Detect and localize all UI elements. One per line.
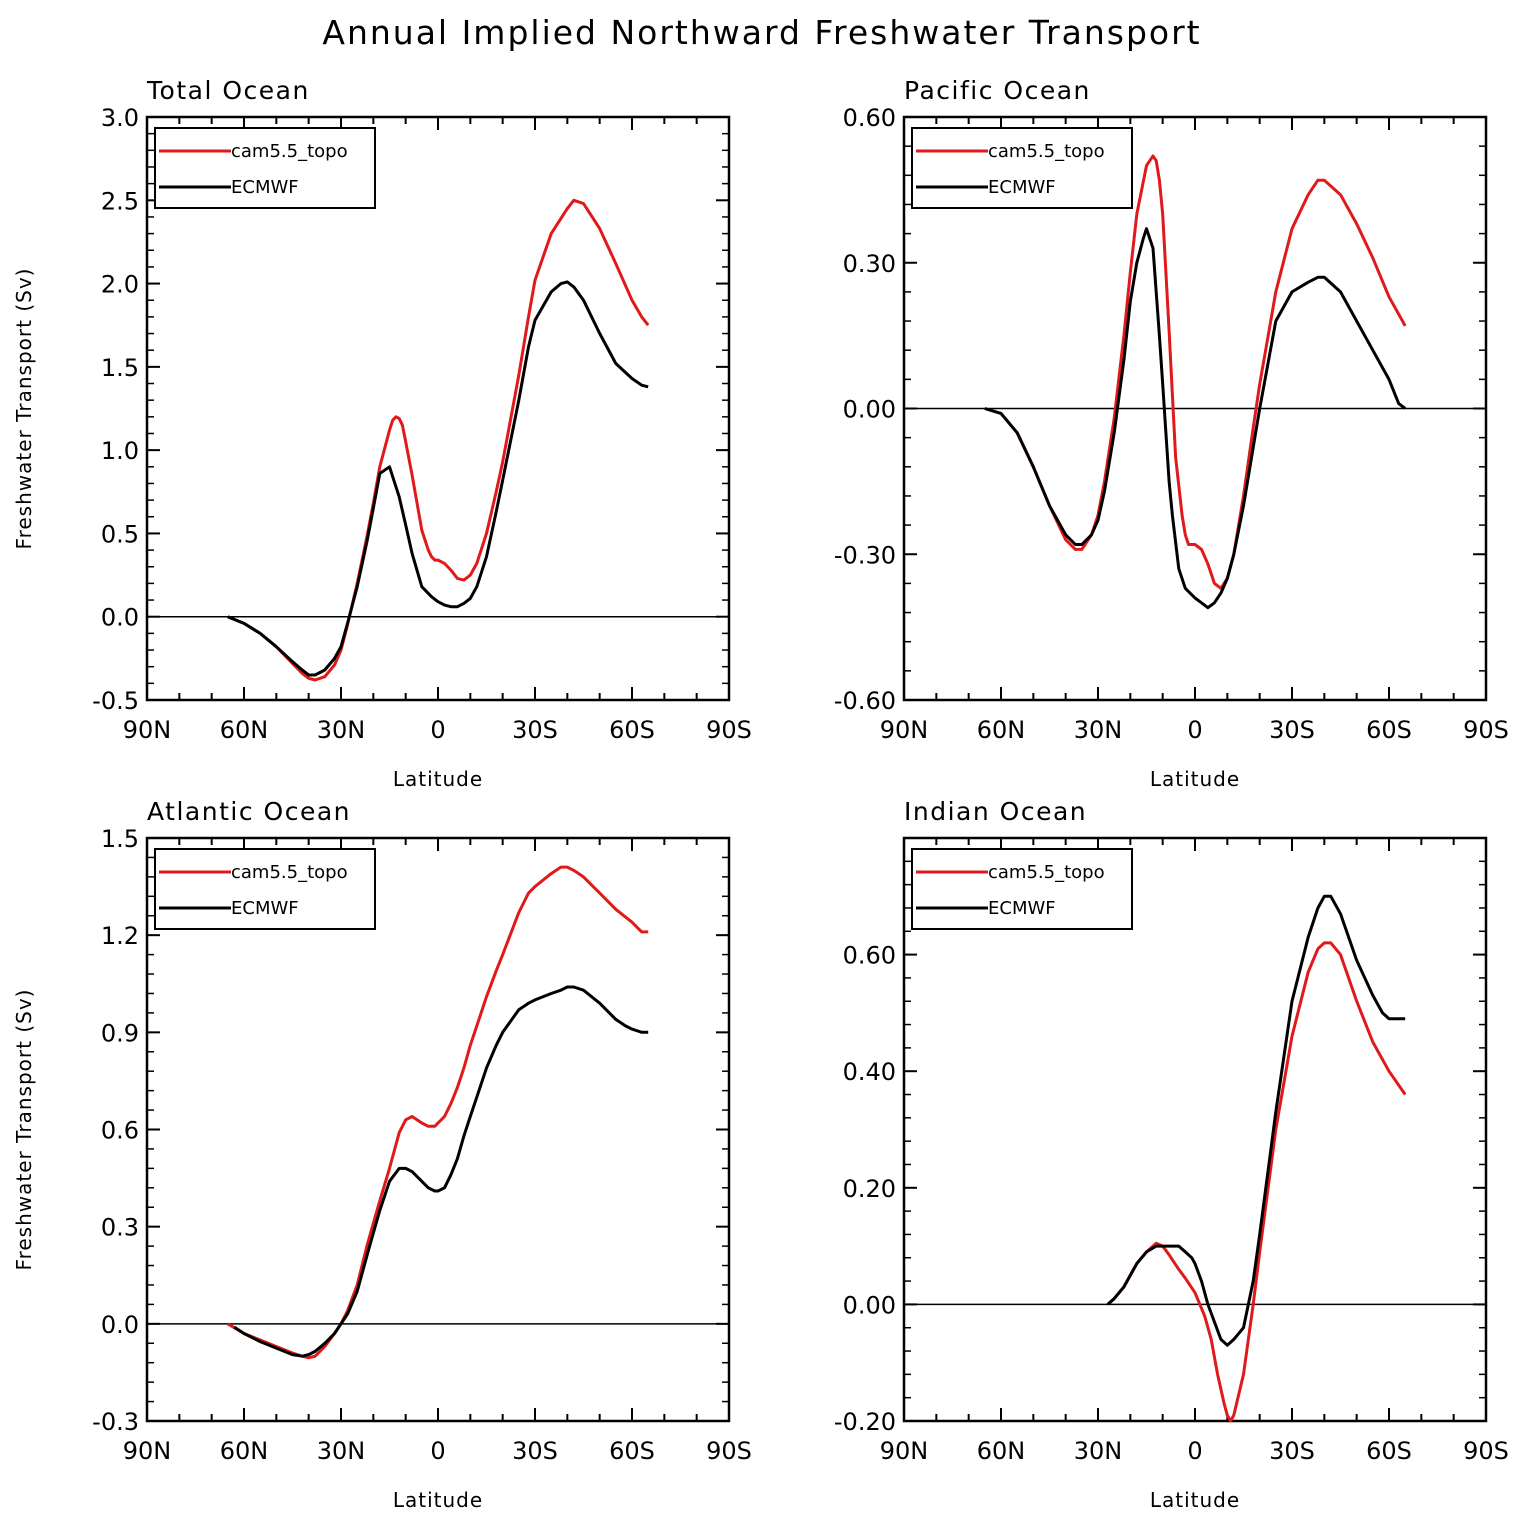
y-axis-label: Freshwater Transport (Sv) — [12, 268, 36, 550]
series-line-ecmwf — [233, 985, 649, 1358]
x-tick-label: 30N — [317, 716, 366, 744]
legend-label: cam5.5_topo — [231, 141, 348, 162]
legend-label: ECMWF — [231, 177, 299, 198]
y-tick-label: -0.5 — [92, 687, 139, 715]
legend-box — [911, 127, 1133, 209]
y-tick-label: 0.3 — [101, 1214, 139, 1242]
x-tick-label: 30S — [1269, 716, 1315, 744]
legend-label: ECMWF — [988, 177, 1056, 198]
x-tick-label: 60N — [977, 1437, 1026, 1465]
y-tick-label: 0.60 — [843, 942, 896, 970]
legend-label: cam5.5_topo — [988, 141, 1105, 162]
x-tick-label: 60N — [220, 716, 269, 744]
legend-box — [154, 848, 376, 930]
x-tick-label: 60N — [220, 1437, 269, 1465]
panel-title: Pacific Ocean — [904, 76, 1091, 105]
x-tick-label: 90N — [123, 1437, 172, 1465]
x-tick-label: 90N — [880, 716, 929, 744]
y-tick-label: 2.5 — [101, 187, 139, 215]
y-tick-label: 0.00 — [843, 1291, 896, 1319]
x-axis-label: Latitude — [1150, 767, 1240, 791]
y-tick-label: -0.3 — [92, 1408, 139, 1436]
x-tick-label: 30S — [512, 716, 558, 744]
y-tick-label: 0.9 — [101, 1019, 139, 1047]
x-tick-label: 30S — [512, 1437, 558, 1465]
y-tick-label: 0.40 — [843, 1058, 896, 1086]
x-tick-label: 60S — [609, 716, 655, 744]
x-tick-label: 60S — [1366, 1437, 1412, 1465]
legend-box — [911, 848, 1133, 930]
y-tick-label: 0.0 — [101, 604, 139, 632]
panel-pacific-ocean: Pacific Ocean 90N 60N 30N 0 30S 60S 90S -0.60 -0.… — [834, 76, 1509, 791]
y-tick-label: 1.5 — [101, 354, 139, 382]
legend-label: cam5.5_topo — [988, 862, 1105, 883]
x-tick-label: 90N — [880, 1437, 929, 1465]
x-tick-label: 30N — [1074, 716, 1123, 744]
x-tick-label: 0 — [430, 1437, 445, 1465]
x-tick-label: 90S — [706, 1437, 752, 1465]
panel-total-ocean: Total Ocean 90N 60N 30N 0 30S 60S 90S -0.5 0.0 0.5… — [12, 76, 752, 791]
x-tick-label: 30S — [1269, 1437, 1315, 1465]
x-axis-label: Latitude — [393, 767, 483, 791]
series-line-cam5-5-topo — [227, 865, 649, 1360]
legend-label: ECMWF — [231, 898, 299, 919]
x-tick-label: 30N — [317, 1437, 366, 1465]
x-tick-label: 60N — [977, 716, 1026, 744]
series-line-cam5-5-topo — [227, 198, 650, 682]
y-axis-label: Freshwater Transport (Sv) — [12, 989, 36, 1271]
y-tick-label: 2.0 — [101, 271, 139, 299]
y-tick-label: 0.20 — [843, 1175, 896, 1203]
y-tick-label: 0.30 — [843, 250, 896, 278]
y-tick-label: -0.30 — [834, 541, 896, 569]
legend-box — [154, 127, 376, 209]
x-axis-label: Latitude — [393, 1488, 483, 1512]
panel-title: Total Ocean — [146, 76, 310, 105]
series-line-cam5-5-topo — [1106, 941, 1407, 1423]
y-tick-label: 1.0 — [101, 437, 139, 465]
panel-atlantic-ocean: Atlantic Ocean 90N 60N 30N 0 30S 60S 90S -0.3 0.0… — [12, 797, 752, 1512]
x-tick-label: 90S — [706, 716, 752, 744]
x-tick-label: 90S — [1463, 1437, 1509, 1465]
x-tick-label: 0 — [1187, 1437, 1202, 1465]
x-tick-label: 0 — [1187, 716, 1202, 744]
y-tick-label: 0.5 — [101, 520, 139, 548]
panel-title: Atlantic Ocean — [147, 797, 351, 826]
series-line-cam5-5-topo — [984, 154, 1407, 590]
series-line-ecmwf — [984, 227, 1407, 610]
y-tick-label: 3.0 — [101, 104, 139, 132]
legend-label: cam5.5_topo — [231, 862, 348, 883]
series-line-ecmwf — [227, 280, 649, 677]
y-tick-label: 0.6 — [101, 1117, 139, 1145]
x-tick-label: 0 — [430, 716, 445, 744]
figure-title: Annual Implied Northward Freshwater Tran… — [322, 13, 1201, 52]
y-tick-label: 1.5 — [101, 825, 139, 853]
panel-indian-ocean: Indian Ocean 90N 60N 30N 0 30S 60S 90S -0.20 0.00… — [834, 797, 1509, 1512]
x-tick-label: 90N — [123, 716, 172, 744]
series-line-ecmwf — [1106, 894, 1406, 1347]
y-tick-label: -0.60 — [834, 687, 896, 715]
legend-label: ECMWF — [988, 898, 1056, 919]
y-tick-label: 1.2 — [101, 922, 139, 950]
y-tick-label: -0.20 — [834, 1408, 896, 1436]
y-tick-label: 0.60 — [843, 104, 896, 132]
panel-title: Indian Ocean — [904, 797, 1087, 826]
y-tick-label: 0.0 — [101, 1311, 139, 1339]
x-axis-label: Latitude — [1150, 1488, 1240, 1512]
x-tick-label: 60S — [1366, 716, 1412, 744]
x-tick-label: 90S — [1463, 716, 1509, 744]
x-tick-label: 60S — [609, 1437, 655, 1465]
y-tick-label: 0.00 — [843, 396, 896, 424]
x-tick-label: 30N — [1074, 1437, 1123, 1465]
